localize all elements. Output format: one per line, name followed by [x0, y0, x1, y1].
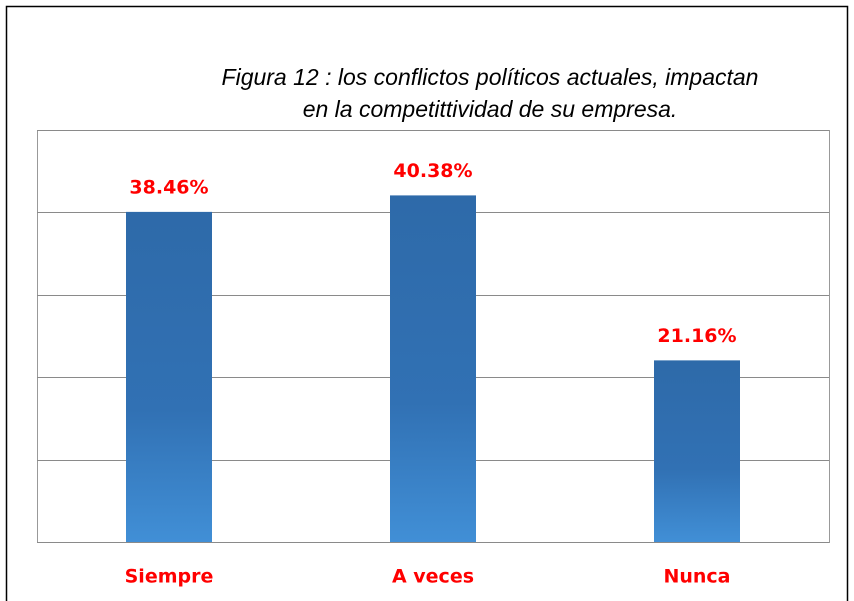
chart-title: Figura 12 : los conflictos políticos act… [222, 64, 759, 90]
data-label: 40.38% [393, 160, 472, 182]
bar [390, 195, 476, 542]
x-tick-label: Nunca [663, 566, 730, 588]
x-tick-label: Siempre [125, 566, 214, 588]
bar [126, 211, 212, 542]
chart-title: en la competittividad de su empresa. [303, 96, 678, 122]
data-label: 21.16% [657, 325, 736, 347]
bar [654, 360, 740, 542]
x-tick-label: A veces [392, 566, 474, 588]
frame [5, 5, 849, 601]
data-label: 38.46% [129, 176, 208, 198]
